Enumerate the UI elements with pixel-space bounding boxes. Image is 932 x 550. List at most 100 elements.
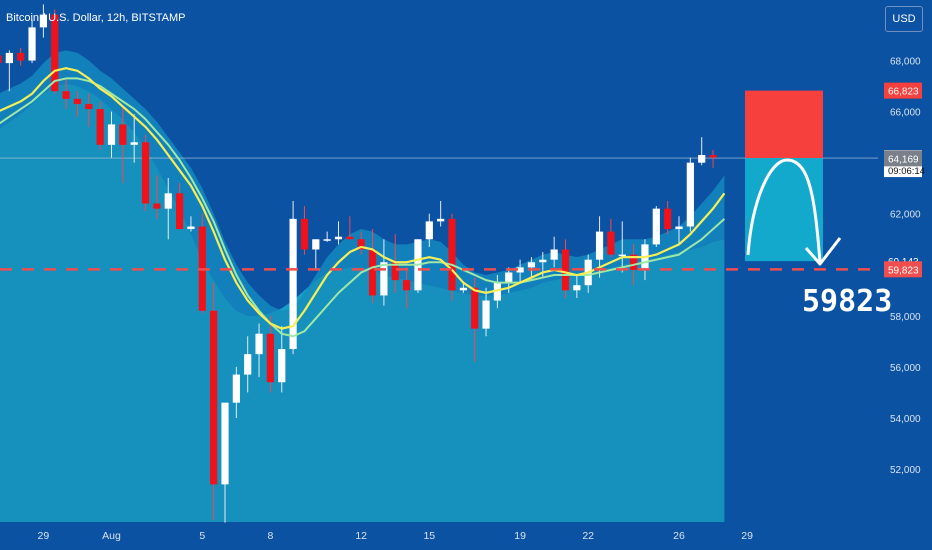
candle-up (675, 226, 683, 230)
y-tick-label: 52,000 (890, 465, 921, 476)
candle-up (312, 239, 320, 250)
candle-up (244, 354, 252, 375)
candle-up (380, 262, 388, 296)
candle-down (630, 254, 638, 270)
candle-down (176, 193, 184, 230)
candle-up (425, 221, 433, 240)
candle-up (686, 162, 694, 227)
x-tick-label: 19 (514, 530, 526, 542)
candle-up (550, 249, 558, 260)
candle-down (300, 218, 309, 250)
candle-up (289, 218, 297, 350)
candle-up (652, 208, 660, 245)
price-axis-label-text: 59,823 (888, 265, 919, 276)
candle-up (527, 262, 536, 268)
candle-down (403, 280, 411, 291)
candle-down (607, 231, 615, 255)
y-tick-label: 68,000 (890, 57, 921, 68)
candle-down (448, 218, 456, 291)
candle-up (595, 231, 604, 260)
price-axis-label-text: 66,823 (888, 87, 919, 98)
candle-down (153, 203, 161, 209)
candle-up (493, 282, 501, 301)
moving-average-slow (0, 77, 726, 338)
candle-down (391, 262, 399, 281)
candle-down (210, 310, 218, 485)
candle-up (221, 402, 229, 485)
x-tick-label: 22 (582, 530, 594, 542)
y-tick-label: 54,000 (890, 414, 921, 425)
y-tick-label: 56,000 (890, 363, 921, 374)
indicator-band-area (0, 83, 725, 522)
candle-up (505, 272, 513, 283)
x-tick-label: 8 (267, 530, 273, 542)
candle-down (51, 14, 59, 92)
candle-up (539, 259, 547, 263)
price-axis-label-box (884, 82, 922, 99)
candle-down (471, 287, 479, 329)
price-axis-label: 66,823 (884, 82, 922, 99)
candle-up (232, 374, 240, 403)
candle-down (96, 109, 104, 145)
projection-arrowhead (804, 237, 842, 266)
candle-up (107, 124, 116, 145)
take-profit-box (745, 158, 823, 262)
candle-down (368, 249, 377, 296)
candle-up (482, 300, 490, 329)
candle-down (62, 91, 70, 99)
candle-down (73, 98, 82, 104)
candle-down (119, 124, 127, 145)
candle-down (357, 239, 365, 250)
indicator-band-cloud (0, 50, 725, 316)
candle-up (618, 254, 626, 257)
candle-up (437, 218, 445, 222)
moving-average-fast (0, 67, 726, 330)
candle-down (561, 249, 570, 291)
candle-up (573, 285, 581, 291)
candle-down (0, 55, 2, 64)
x-tick-label: 26 (673, 530, 685, 542)
y-tick-label: 62,000 (890, 210, 921, 221)
x-tick-label: 5 (199, 530, 205, 542)
candle-down (141, 142, 150, 204)
projection-arrow (746, 158, 822, 263)
candle-up (459, 287, 467, 291)
candle-up (323, 239, 331, 241)
stop-loss-box (745, 90, 823, 159)
candle-down (664, 208, 672, 230)
candle-down (17, 52, 25, 61)
price-axis-label-box (884, 261, 922, 278)
price-axis-label-text: 64,169 (888, 154, 919, 165)
candle-down (266, 333, 274, 383)
candle-up (5, 52, 13, 64)
price-axis-label: 64,169 (884, 150, 922, 167)
x-tick-label: 15 (423, 530, 435, 542)
x-tick-label: 29 (38, 530, 50, 542)
candle-up (698, 155, 706, 163)
y-tick-label: 58,000 (890, 312, 921, 323)
x-tick-label: 12 (355, 530, 367, 542)
candle-up (334, 236, 343, 240)
candle-up (130, 142, 138, 145)
x-tick-label: Aug (102, 530, 121, 542)
candle-up (28, 27, 36, 61)
countdown-label: 09:06:14 (888, 166, 925, 177)
chart-title: Bitcoin / U.S. Dollar, 12h, BITSTAMP (6, 12, 186, 24)
candle-down (85, 103, 93, 110)
candle-up (164, 193, 172, 209)
candle-down (709, 155, 717, 158)
candle-up (516, 267, 524, 273)
candle-up (39, 14, 47, 28)
candle-up (255, 333, 263, 355)
candle-up (187, 226, 195, 230)
target-price-label: 59823 (802, 284, 893, 319)
candle-down (346, 236, 354, 240)
currency-button[interactable]: USD (885, 6, 923, 32)
y-tick-label: 66,000 (890, 108, 921, 119)
x-tick-label: 29 (741, 530, 753, 542)
candle-up (278, 349, 286, 383)
price-axis-label: 59,823 (884, 261, 922, 278)
price-axis-label-box (884, 150, 922, 167)
